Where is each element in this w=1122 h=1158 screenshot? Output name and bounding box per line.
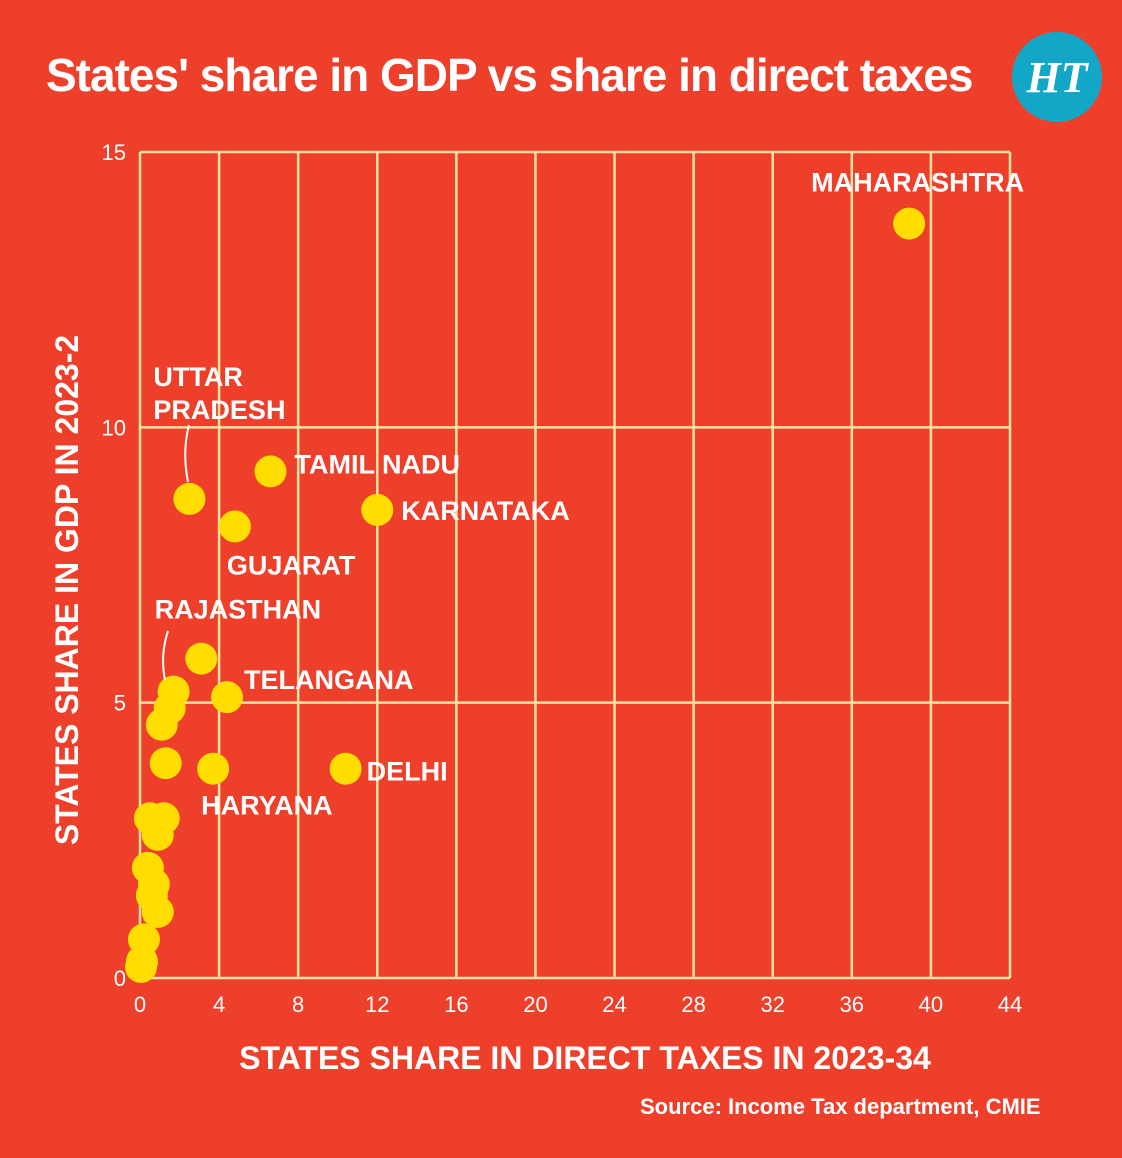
point-labels: MAHARASHTRA TAMIL NADU UTTAR PRADESH KARNATA… — [153, 168, 1024, 821]
data-points — [124, 207, 926, 983]
label-tamil-nadu: TAMIL NADU — [295, 449, 460, 479]
x-tick-label: 16 — [444, 992, 468, 1017]
point-uttar-pradesh — [173, 482, 206, 515]
point-telangana — [211, 681, 243, 714]
point — [141, 818, 174, 851]
point-tamil-nadu — [254, 455, 287, 488]
y-tick-labels: 0 5 10 15 — [102, 140, 126, 991]
y-tick-label: 5 — [114, 691, 126, 716]
label-uttar-pradesh-leader — [184, 424, 190, 483]
chart-title: States' share in GDP vs share in direct … — [46, 49, 973, 101]
ht-logo: HT — [1012, 32, 1102, 122]
y-axis-title: STATES SHARE IN GDP IN 2023-2 — [49, 335, 85, 845]
y-tick-label: 0 — [114, 966, 126, 991]
y-tick-label: 15 — [102, 140, 126, 165]
point-delhi — [329, 752, 362, 785]
label-karnataka: KARNATAKA — [401, 496, 569, 526]
y-tick-label: 10 — [102, 415, 126, 440]
point — [185, 642, 218, 675]
x-tick-label: 8 — [292, 992, 304, 1017]
x-tick-label: 32 — [760, 992, 784, 1017]
x-tick-label: 4 — [213, 992, 225, 1017]
point-gujarat — [218, 510, 251, 543]
label-delhi: DELHI — [367, 757, 448, 787]
x-tick-label: 44 — [998, 992, 1022, 1017]
x-tick-label: 40 — [919, 992, 943, 1017]
label-maharashtra: MAHARASHTRA — [811, 168, 1024, 198]
x-tick-labels: 0 4 8 12 16 20 24 28 32 36 40 44 — [134, 992, 1022, 1017]
label-uttar-pradesh-line: UTTAR — [153, 362, 242, 392]
source-note: Source: Income Tax department, CMIE — [640, 1094, 1041, 1119]
point — [149, 747, 182, 780]
point-karnataka — [361, 493, 394, 526]
label-uttar-pradesh-line: PRADESH — [153, 395, 285, 425]
x-tick-label: 36 — [840, 992, 864, 1017]
x-tick-label: 0 — [134, 992, 146, 1017]
x-tick-label: 12 — [365, 992, 389, 1017]
label-haryana: HARYANA — [201, 791, 333, 821]
label-rajasthan: RAJASTHAN — [155, 595, 322, 625]
point — [124, 950, 157, 983]
label-rajasthan-leader — [162, 630, 169, 681]
point-maharashtra — [893, 207, 926, 240]
grid-lines — [138, 150, 1012, 980]
label-telangana: TELANGANA — [244, 665, 414, 695]
label-uttar-pradesh: UTTAR PRADESH — [153, 362, 285, 425]
x-axis-title: STATES SHARE IN DIRECT TAXES IN 2023-34 — [239, 1040, 931, 1076]
point — [145, 708, 178, 741]
x-tick-label: 24 — [602, 992, 626, 1017]
x-tick-label: 20 — [523, 992, 547, 1017]
x-tick-label: 28 — [681, 992, 705, 1017]
label-gujarat: GUJARAT — [227, 550, 356, 580]
point-haryana — [197, 752, 230, 785]
point — [141, 895, 174, 928]
